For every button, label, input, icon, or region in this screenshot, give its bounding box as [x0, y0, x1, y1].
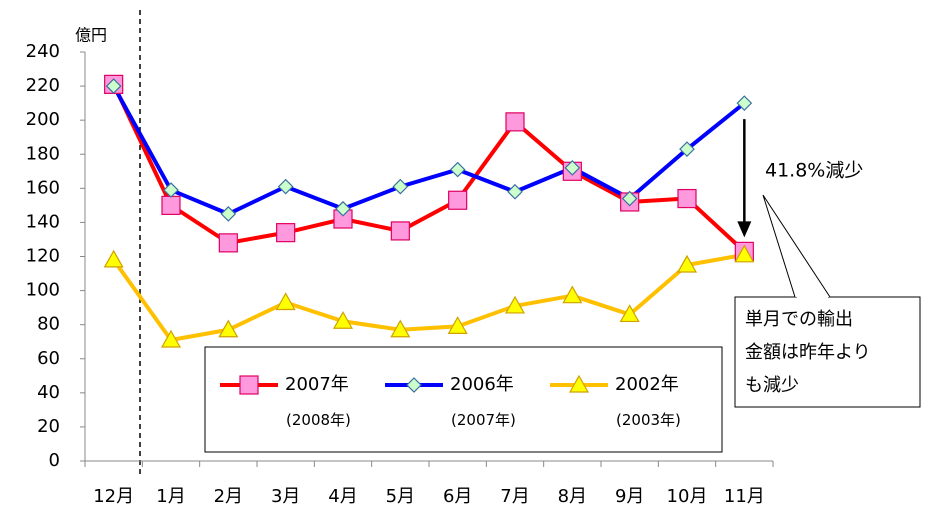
legend-line2: (2003年)	[616, 411, 681, 429]
marker	[218, 319, 239, 338]
series-line	[111, 83, 746, 253]
marker	[332, 311, 354, 329]
y-tick-label: 80	[37, 314, 60, 335]
legend-line2: (2008年)	[286, 411, 351, 429]
marker	[568, 374, 590, 393]
arrow-head	[737, 221, 752, 238]
x-tick-label: 9月	[615, 486, 644, 507]
y-tick-label: 0	[49, 450, 60, 471]
y-unit: 億円	[75, 26, 107, 45]
x-tick-label: 11月	[724, 486, 765, 507]
x-tick-label: 7月	[500, 486, 529, 507]
marker	[676, 254, 698, 273]
marker	[619, 304, 640, 323]
marker	[736, 95, 753, 111]
x-tick-label: 1月	[156, 486, 185, 507]
marker	[507, 183, 523, 200]
marker	[564, 160, 581, 176]
x-tick-label: 6月	[443, 486, 472, 507]
callout-text: も減少	[745, 375, 799, 396]
y-tick-label: 220	[26, 75, 60, 96]
marker	[239, 375, 259, 395]
y-tick-label: 60	[37, 348, 60, 369]
marker	[677, 188, 697, 209]
marker	[218, 233, 238, 253]
y-tick-label: 40	[37, 382, 60, 403]
marker	[562, 285, 583, 304]
marker	[390, 221, 410, 241]
y-tick-label: 180	[26, 143, 60, 164]
series-line	[111, 85, 746, 216]
x-tick-label: 8月	[558, 486, 587, 507]
marker	[220, 206, 237, 222]
y-tick-label: 100	[26, 280, 60, 301]
marker	[448, 190, 468, 210]
callout-pointer	[762, 194, 831, 298]
x-tick-label: 5月	[386, 486, 415, 507]
marker	[679, 141, 695, 157]
marker	[103, 249, 124, 268]
marker	[392, 178, 409, 195]
y-tick-label: 240	[26, 41, 60, 62]
legend-line1: 2002年	[615, 374, 679, 395]
callout-text: 単月での輸出	[745, 309, 853, 330]
marker	[276, 223, 296, 243]
marker	[447, 316, 468, 334]
legend-label: 2007年 (2008年)	[285, 374, 351, 429]
legend-line2: (2007年)	[451, 411, 516, 429]
marker	[449, 161, 466, 178]
y-tick-label: 120	[26, 246, 60, 267]
y-tick-label: 20	[37, 416, 60, 437]
marker	[505, 112, 525, 132]
marker	[406, 377, 422, 393]
legend-box	[204, 346, 723, 453]
marker	[105, 78, 122, 94]
x-tick-label: 2月	[214, 486, 243, 507]
x-tick-label: 4月	[328, 486, 357, 507]
marker	[163, 182, 179, 198]
legend-label: 2002年 (2003年)	[615, 374, 681, 429]
marker	[390, 319, 411, 338]
series-line	[112, 252, 745, 343]
y-tick-label: 200	[26, 109, 60, 130]
callout-text: 金額は昨年より	[745, 342, 871, 363]
y-tick-label: 140	[26, 211, 60, 232]
legend-line1: 2006年	[450, 374, 514, 395]
x-tick-label: 12月	[93, 486, 134, 507]
marker	[277, 178, 294, 195]
marker	[161, 195, 181, 215]
marker	[275, 292, 296, 311]
marker	[734, 244, 755, 263]
marker	[335, 200, 351, 217]
marker	[621, 190, 638, 207]
callout-box	[734, 296, 921, 408]
x-tick-label: 10月	[667, 486, 708, 507]
marker	[504, 295, 526, 314]
legend-label: 2006年 (2007年)	[450, 374, 516, 429]
marker	[160, 329, 182, 348]
y-tick-label: 160	[26, 177, 60, 198]
x-tick-label: 3月	[271, 486, 300, 507]
legend-line1: 2007年	[285, 374, 349, 395]
reduction-label: 41.8%減少	[765, 160, 863, 182]
